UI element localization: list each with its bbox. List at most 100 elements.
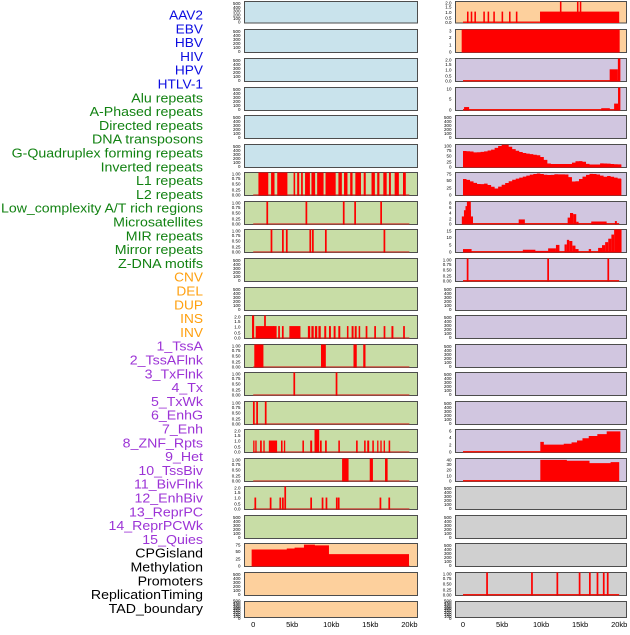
- svg-text:0: 0: [238, 107, 241, 112]
- svg-text:25: 25: [446, 159, 452, 164]
- svg-text:6_EnhG: 6_EnhG: [151, 408, 203, 423]
- svg-text:0.5: 0.5: [234, 330, 241, 335]
- svg-text:500: 500: [233, 515, 241, 520]
- svg-text:0: 0: [449, 107, 452, 112]
- svg-text:150: 150: [233, 612, 241, 617]
- svg-text:0: 0: [449, 335, 452, 340]
- svg-text:450: 450: [444, 600, 452, 605]
- svg-text:200: 200: [233, 584, 241, 589]
- svg-text:0: 0: [238, 78, 241, 83]
- svg-text:2.0: 2.0: [445, 1, 452, 6]
- svg-text:10: 10: [446, 235, 452, 240]
- svg-text:8_ZNF_Rpts: 8_ZNF_Rpts: [123, 435, 204, 450]
- svg-text:0.0: 0.0: [234, 335, 241, 340]
- svg-text:150: 150: [444, 612, 452, 617]
- svg-text:400: 400: [444, 119, 452, 124]
- svg-text:0: 0: [449, 307, 452, 312]
- svg-text:30: 30: [446, 462, 452, 467]
- svg-text:2: 2: [449, 443, 452, 448]
- svg-text:A-Phased repeats: A-Phased repeats: [90, 104, 204, 119]
- svg-text:0.50: 0.50: [232, 211, 241, 216]
- svg-text:2.0: 2.0: [234, 429, 241, 434]
- svg-text:400: 400: [444, 348, 452, 353]
- svg-text:0.00: 0.00: [443, 278, 452, 283]
- svg-text:50: 50: [235, 549, 241, 554]
- svg-text:0.00: 0.00: [232, 249, 241, 254]
- svg-text:0: 0: [238, 135, 241, 140]
- svg-text:200: 200: [444, 384, 452, 389]
- svg-text:300: 300: [444, 323, 452, 328]
- svg-text:9_Het: 9_Het: [165, 449, 203, 464]
- svg-text:75: 75: [235, 543, 241, 548]
- svg-text:3_TxFlnk: 3_TxFlnk: [145, 366, 204, 381]
- svg-text:0: 0: [449, 563, 452, 568]
- svg-text:200: 200: [233, 99, 241, 104]
- svg-text:HPV: HPV: [175, 63, 203, 78]
- svg-text:450: 450: [233, 600, 241, 605]
- svg-text:400: 400: [233, 62, 241, 67]
- svg-text:14_ReprPCWk: 14_ReprPCWk: [109, 518, 204, 533]
- svg-text:0.0: 0.0: [445, 78, 452, 83]
- svg-text:0.00: 0.00: [232, 192, 241, 197]
- svg-text:200: 200: [233, 70, 241, 75]
- svg-text:12_EnhBiv: 12_EnhBiv: [135, 491, 204, 506]
- svg-text:EBV: EBV: [176, 21, 204, 36]
- svg-text:200: 200: [233, 527, 241, 532]
- svg-text:0.00: 0.00: [232, 421, 241, 426]
- svg-text:1.00: 1.00: [232, 401, 241, 406]
- svg-text:300: 300: [444, 523, 452, 528]
- svg-text:500: 500: [233, 29, 241, 34]
- svg-text:0.25: 0.25: [232, 187, 241, 192]
- svg-text:0.25: 0.25: [232, 359, 241, 364]
- svg-text:0.25: 0.25: [443, 587, 452, 592]
- svg-text:200: 200: [444, 555, 452, 560]
- svg-text:200: 200: [444, 356, 452, 361]
- svg-text:CPGisland: CPGisland: [135, 546, 203, 561]
- svg-text:1.0: 1.0: [234, 439, 241, 444]
- svg-text:200: 200: [233, 270, 241, 275]
- svg-text:20kb: 20kb: [401, 620, 417, 629]
- svg-text:L1 repeats: L1 repeats: [136, 173, 204, 188]
- svg-text:2: 2: [449, 216, 452, 221]
- svg-text:300: 300: [233, 66, 241, 71]
- svg-text:0: 0: [238, 164, 241, 169]
- svg-text:200: 200: [233, 41, 241, 46]
- svg-text:200: 200: [444, 327, 452, 332]
- svg-text:0: 0: [449, 478, 452, 483]
- svg-text:1.0: 1.0: [234, 325, 241, 330]
- svg-text:6: 6: [449, 429, 452, 434]
- svg-text:400: 400: [233, 291, 241, 296]
- svg-text:500: 500: [233, 144, 241, 149]
- svg-text:100: 100: [444, 502, 452, 507]
- svg-text:5kb: 5kb: [496, 620, 508, 629]
- svg-text:400: 400: [233, 33, 241, 38]
- svg-text:400: 400: [444, 376, 452, 381]
- svg-text:400: 400: [233, 262, 241, 267]
- svg-text:20: 20: [446, 468, 452, 473]
- svg-text:200: 200: [444, 527, 452, 532]
- svg-text:200: 200: [444, 413, 452, 418]
- svg-text:500: 500: [444, 315, 452, 320]
- svg-text:50: 50: [446, 178, 452, 183]
- svg-text:500: 500: [444, 372, 452, 377]
- svg-text:0.5: 0.5: [234, 444, 241, 449]
- svg-text:400: 400: [444, 519, 452, 524]
- svg-text:5_TxWk: 5_TxWk: [151, 394, 204, 409]
- svg-text:0: 0: [251, 620, 255, 629]
- svg-text:0: 0: [238, 616, 241, 621]
- svg-text:13_ReprPC: 13_ReprPC: [129, 504, 203, 519]
- svg-text:0: 0: [238, 592, 241, 597]
- svg-text:0.75: 0.75: [443, 576, 452, 581]
- svg-text:0.75: 0.75: [232, 233, 241, 238]
- svg-text:500: 500: [233, 258, 241, 263]
- svg-text:1.5: 1.5: [234, 490, 241, 495]
- svg-text:350: 350: [444, 604, 452, 609]
- svg-text:500: 500: [444, 486, 452, 491]
- svg-text:0: 0: [461, 620, 465, 629]
- svg-text:1.0: 1.0: [445, 68, 452, 73]
- svg-text:0: 0: [238, 307, 241, 312]
- svg-text:500: 500: [233, 87, 241, 92]
- svg-text:0.50: 0.50: [232, 411, 241, 416]
- svg-text:0.5: 0.5: [234, 501, 241, 506]
- svg-text:0.50: 0.50: [443, 268, 452, 273]
